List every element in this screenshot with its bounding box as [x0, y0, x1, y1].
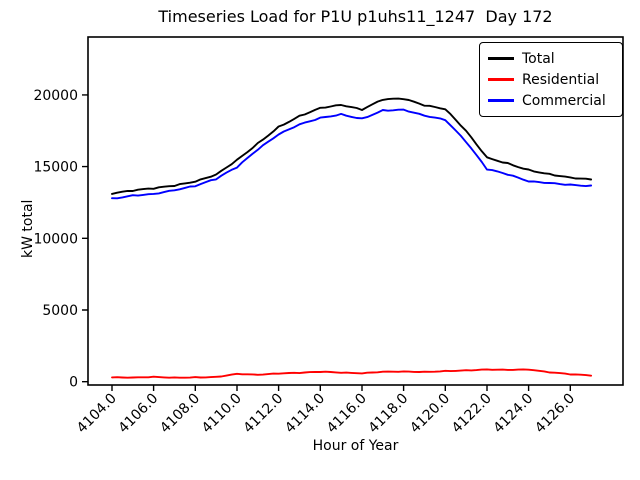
svg-text:4110.0: 4110.0 — [199, 391, 245, 437]
total-line-swatch — [488, 57, 514, 60]
svg-text:4126.0: 4126.0 — [532, 391, 578, 437]
legend-item-total: Total — [488, 48, 614, 69]
legend-item-residential: Residential — [488, 69, 614, 90]
svg-text:4114.0: 4114.0 — [282, 391, 328, 437]
legend: Total Residential Commercial — [479, 42, 623, 117]
commercial-line-swatch — [488, 99, 514, 102]
svg-text:15000: 15000 — [33, 160, 78, 176]
svg-text:4112.0: 4112.0 — [240, 391, 286, 437]
svg-text:5000: 5000 — [42, 303, 78, 319]
svg-text:4116.0: 4116.0 — [324, 391, 370, 437]
legend-label: Residential — [522, 71, 600, 88]
svg-text:4118.0: 4118.0 — [365, 391, 411, 437]
y-axis-label: kW total — [20, 199, 36, 258]
chart-title: Timeseries Load for P1U p1uhs11_1247 Day… — [158, 7, 553, 26]
legend-label: Commercial — [522, 92, 606, 109]
svg-text:20000: 20000 — [33, 88, 78, 104]
svg-text:4122.0: 4122.0 — [449, 391, 495, 437]
svg-text:4106.0: 4106.0 — [115, 391, 161, 437]
svg-text:0: 0 — [69, 375, 78, 391]
svg-text:4104.0: 4104.0 — [74, 391, 120, 437]
residential-line-swatch — [488, 78, 514, 81]
legend-label: Total — [522, 50, 555, 67]
x-axis-label: Hour of Year — [312, 438, 399, 454]
svg-text:4120.0: 4120.0 — [407, 391, 453, 437]
svg-text:10000: 10000 — [33, 231, 78, 247]
svg-text:4108.0: 4108.0 — [157, 391, 203, 437]
legend-item-commercial: Commercial — [488, 90, 614, 111]
svg-text:4124.0: 4124.0 — [490, 391, 536, 437]
